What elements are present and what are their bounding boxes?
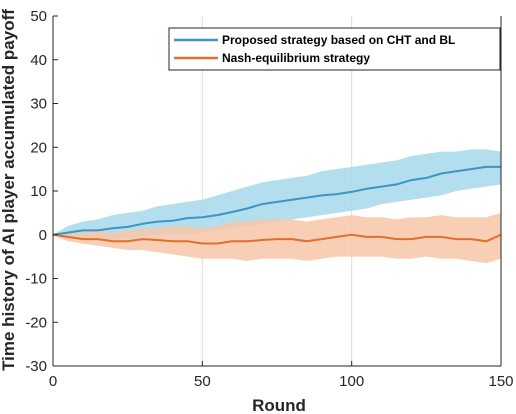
x-tick-label-150: 150 xyxy=(488,373,513,390)
y-axis-title: Time history of AI player accumulated pa… xyxy=(0,9,18,371)
y-tick-label-20: 20 xyxy=(30,139,47,156)
y-tick-label-10: 10 xyxy=(30,183,47,200)
series-lines xyxy=(52,165,502,245)
legend-label-proposed: Proposed strategy based on CHT and BL xyxy=(222,33,455,47)
tick-labels: 0 50 100 150 -30 -20 -10 0 10 20 30 40 50 xyxy=(25,8,513,390)
legend-box xyxy=(168,27,501,71)
confidence-bands xyxy=(53,149,501,264)
x-tick-label-0: 0 xyxy=(49,373,57,390)
series-line-0 xyxy=(52,165,501,236)
legend-label-nash: Nash-equilibrium strategy xyxy=(222,51,370,65)
y-tick-label--10: -10 xyxy=(25,271,47,288)
legend: Proposed strategy based on CHT and BL Na… xyxy=(168,27,501,71)
x-tick-label-50: 50 xyxy=(194,373,211,390)
y-tick-label--30: -30 xyxy=(25,358,47,375)
x-tick-label-100: 100 xyxy=(339,373,364,390)
axes xyxy=(52,15,502,367)
y-tick-label-40: 40 xyxy=(30,52,47,69)
y-tick-label-50: 50 xyxy=(30,8,47,25)
series-line-1 xyxy=(52,233,502,245)
y-tick-label-30: 30 xyxy=(30,96,47,113)
y-tick-label-0: 0 xyxy=(39,227,47,244)
x-axis-title: Round xyxy=(252,396,306,414)
y-tick-label--20: -20 xyxy=(25,314,47,331)
series-band-0 xyxy=(53,149,501,240)
series-band-1 xyxy=(53,212,501,264)
